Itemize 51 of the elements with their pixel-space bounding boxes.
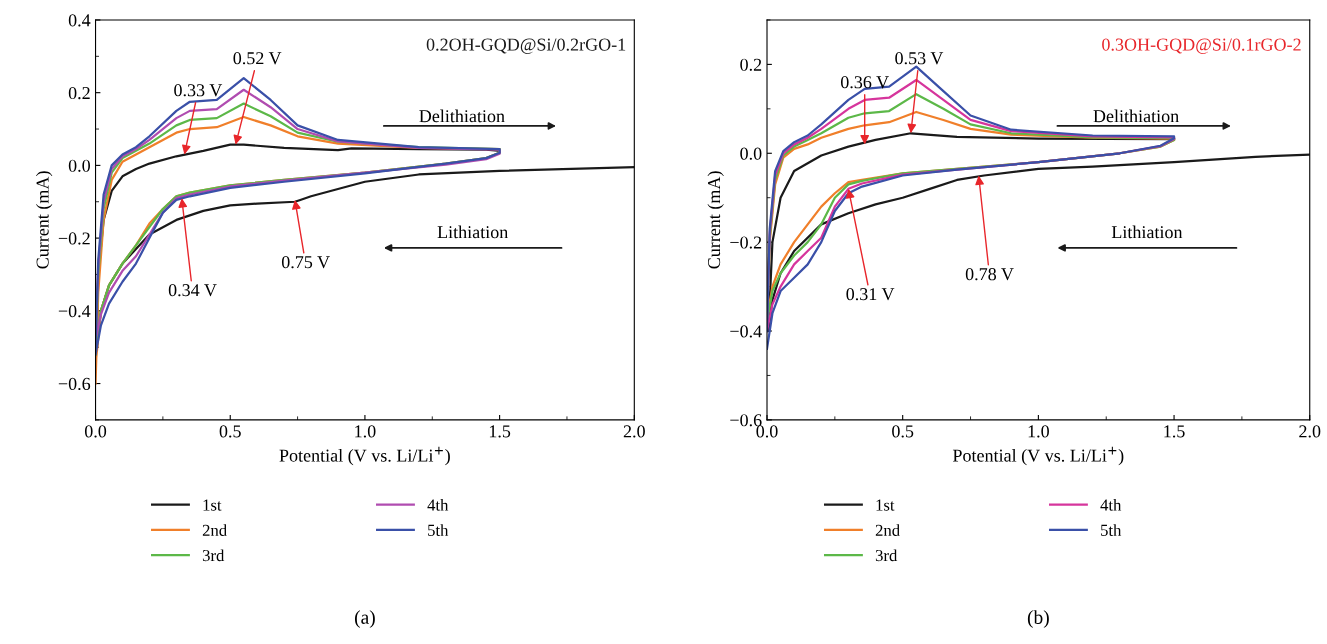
legend-label: 5th — [1101, 524, 1122, 536]
x-axis-title: Potential (V vs. Li/Li$^{+}$) — [279, 446, 450, 466]
annotation: Lithiation — [1111, 225, 1183, 239]
annotation: 0.36 V — [840, 76, 889, 89]
annotation: 0.75 V — [281, 256, 330, 269]
y-tick-label: −0.2 — [58, 232, 90, 245]
x-tick-label: 2.0 — [1299, 425, 1321, 438]
y-tick-label: −0.6 — [58, 377, 91, 391]
x-tick-label: 0.0 — [756, 425, 778, 438]
text: 0.2OH-GQD@Si/0.2rGO-1 — [426, 38, 626, 54]
annotation: 0.31 V — [846, 288, 895, 301]
annotation: Lithiation — [437, 225, 509, 239]
annotation: 0.78 V — [965, 268, 1014, 281]
legend-label: 2nd — [875, 524, 900, 536]
y-tick-label: −0.4 — [58, 305, 91, 318]
legend-label: 1st — [203, 499, 222, 511]
legend-label: 2nd — [202, 524, 227, 536]
x-tick-label: 2.0 — [623, 425, 645, 438]
legend-label: 3rd — [875, 549, 898, 562]
y-tick-label: −0.4 — [730, 325, 762, 338]
x-tick-label: 1.5 — [1164, 425, 1185, 438]
x-axis-title: Potential (V vs. Li/Li$^{+}$) — [952, 446, 1124, 466]
annotation: 0.53 V — [895, 52, 944, 65]
x-tick-label: 1.0 — [1028, 425, 1049, 438]
y-tick-label: −0.6 — [730, 414, 762, 427]
legend-label: 4th — [1100, 498, 1122, 511]
annotation: Delithiation — [419, 109, 505, 123]
annotation: Delithiation — [1093, 109, 1179, 123]
x-tick-label: 1.0 — [355, 425, 376, 438]
annotation: 0.52 V — [233, 52, 282, 65]
annotation: 0.33 V — [174, 84, 223, 97]
y-tick-label: 0.4 — [68, 14, 91, 27]
text: (b) — [1027, 610, 1049, 628]
y-tick-label: 0.2 — [740, 58, 762, 71]
y-axis-title: Current (mA) — [707, 171, 724, 269]
x-tick-label: 0.5 — [892, 425, 914, 438]
x-tick-label: 1.5 — [489, 425, 511, 438]
text: 0.3OH-GQD@Si/0.1rGO-2 — [1102, 38, 1301, 54]
x-tick-label: 0.0 — [84, 425, 107, 438]
x-tick-label: 0.5 — [219, 425, 241, 438]
y-axis-title: Current (mA) — [36, 171, 53, 269]
y-tick-label: 0.2 — [68, 86, 90, 100]
legend-label: 4th — [427, 498, 449, 511]
y-tick-label: 0.0 — [740, 147, 762, 160]
text: (a) — [354, 610, 375, 628]
legend-label: 1st — [876, 499, 895, 511]
legend-label: 5th — [428, 524, 449, 536]
y-tick-label: 0.0 — [68, 159, 90, 172]
y-tick-label: −0.2 — [730, 236, 762, 249]
annotation: 0.34 V — [168, 284, 217, 297]
legend-label: 3rd — [202, 549, 225, 562]
